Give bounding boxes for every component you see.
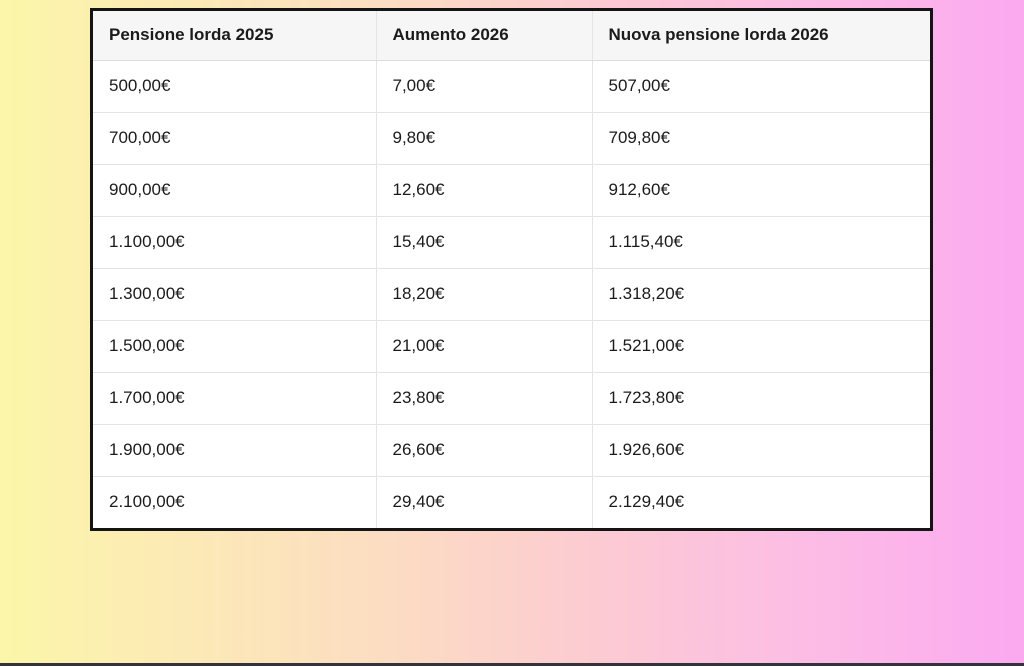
table-cell: 2.129,40€ <box>591 475 930 528</box>
table-row: 500,00€ 7,00€ 507,00€ <box>93 60 930 112</box>
table-cell: 12,60€ <box>375 163 592 216</box>
pension-table: Pensione lorda 2025 Aumento 2026 Nuova p… <box>90 8 933 531</box>
table-row: 900,00€ 12,60€ 912,60€ <box>93 163 930 216</box>
table-cell: 1.115,40€ <box>591 215 930 268</box>
table-header: Pensione lorda 2025 Aumento 2026 Nuova p… <box>93 11 930 61</box>
table-cell: 9,80€ <box>375 111 592 164</box>
table-body: 500,00€ 7,00€ 507,00€ 700,00€ 9,80€ 709,80€ 90… <box>93 60 930 528</box>
table-cell: 1.700,00€ <box>93 371 376 424</box>
table-row: 700,00€ 9,80€ 709,80€ <box>93 111 930 164</box>
table-cell: 21,00€ <box>375 319 592 372</box>
column-header-pensione-lorda-2025: Pensione lorda 2025 <box>93 11 376 61</box>
table-cell: 700,00€ <box>93 111 376 164</box>
table-cell: 912,60€ <box>591 163 930 216</box>
table-cell: 1.300,00€ <box>93 267 376 320</box>
bottom-edge-bar <box>0 663 1024 666</box>
table-row: 1.900,00€ 26,60€ 1.926,60€ <box>93 423 930 476</box>
table-cell: 7,00€ <box>375 60 592 112</box>
table-cell: 18,20€ <box>375 267 592 320</box>
table-cell: 1.318,20€ <box>591 267 930 320</box>
table-cell: 26,60€ <box>375 423 592 476</box>
table-row: 1.100,00€ 15,40€ 1.115,40€ <box>93 215 930 268</box>
table-cell: 500,00€ <box>93 60 376 112</box>
table-cell: 1.500,00€ <box>93 319 376 372</box>
table-cell: 900,00€ <box>93 163 376 216</box>
table-cell: 507,00€ <box>591 60 930 112</box>
table-row: 1.300,00€ 18,20€ 1.318,20€ <box>93 267 930 320</box>
table-row: 1.700,00€ 23,80€ 1.723,80€ <box>93 371 930 424</box>
table-cell: 29,40€ <box>375 475 592 528</box>
table-cell: 1.521,00€ <box>591 319 930 372</box>
table-cell: 2.100,00€ <box>93 475 376 528</box>
column-header-aumento-2026: Aumento 2026 <box>375 11 592 61</box>
table-cell: 709,80€ <box>591 111 930 164</box>
pension-data-table: Pensione lorda 2025 Aumento 2026 Nuova p… <box>93 11 930 528</box>
table-cell: 1.100,00€ <box>93 215 376 268</box>
table-row: 1.500,00€ 21,00€ 1.521,00€ <box>93 319 930 372</box>
table-cell: 23,80€ <box>375 371 592 424</box>
table-cell: 1.900,00€ <box>93 423 376 476</box>
column-header-nuova-pensione-lorda-2026: Nuova pensione lorda 2026 <box>591 11 930 61</box>
table-header-row: Pensione lorda 2025 Aumento 2026 Nuova p… <box>93 11 930 61</box>
table-cell: 1.926,60€ <box>591 423 930 476</box>
table-row: 2.100,00€ 29,40€ 2.129,40€ <box>93 475 930 528</box>
table-cell: 1.723,80€ <box>591 371 930 424</box>
table-cell: 15,40€ <box>375 215 592 268</box>
